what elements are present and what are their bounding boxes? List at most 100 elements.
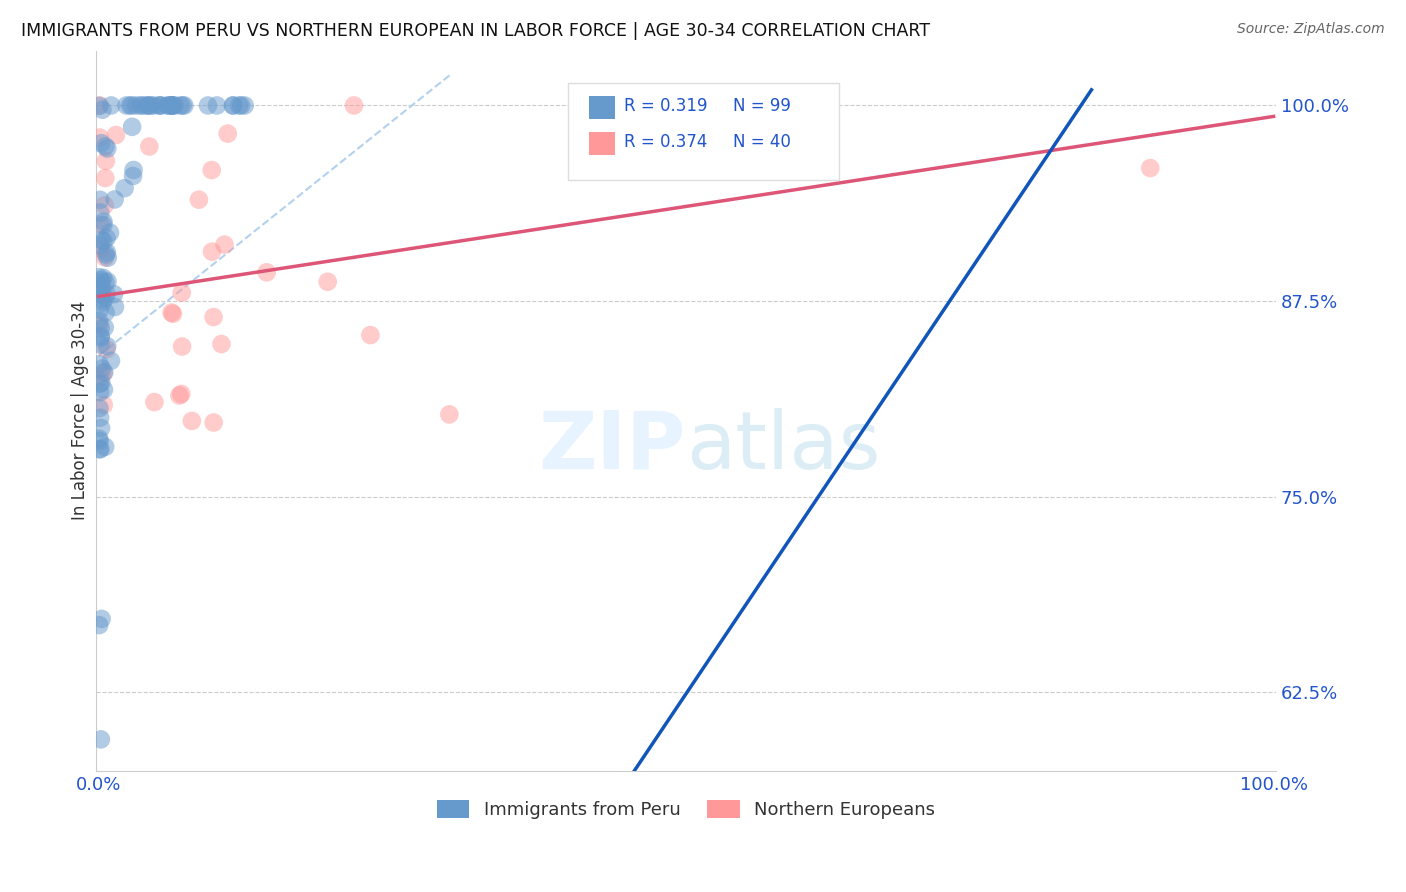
Point <box>90 612 112 626</box>
Point <box>100 98 122 112</box>
Point <box>173 98 195 112</box>
Point <box>169 98 191 112</box>
FancyBboxPatch shape <box>568 83 839 180</box>
Point <box>89 401 111 416</box>
Y-axis label: In Labor Force | Age 30-34: In Labor Force | Age 30-34 <box>72 301 89 520</box>
Point <box>94 251 117 265</box>
Text: IMMIGRANTS FROM PERU VS NORTHERN EUROPEAN IN LABOR FORCE | AGE 30-34 CORRELATION: IMMIGRANTS FROM PERU VS NORTHERN EUROPEA… <box>21 22 931 40</box>
Point <box>93 234 115 248</box>
Point <box>90 218 112 232</box>
Point <box>94 291 117 305</box>
Point <box>91 293 114 307</box>
Point <box>93 365 115 379</box>
Point <box>89 318 111 332</box>
Point <box>162 307 184 321</box>
Point <box>104 193 127 207</box>
Point <box>94 247 117 261</box>
Point <box>138 139 160 153</box>
Point <box>90 233 112 247</box>
Text: Source: ZipAtlas.com: Source: ZipAtlas.com <box>1237 22 1385 37</box>
Point <box>89 618 111 632</box>
Point <box>90 242 112 256</box>
Point <box>94 320 117 334</box>
Point <box>100 353 122 368</box>
Point <box>97 251 120 265</box>
Point <box>222 98 245 112</box>
Point <box>89 205 111 219</box>
Point <box>89 302 111 317</box>
Bar <box>589 132 616 155</box>
Point <box>148 98 170 112</box>
Legend: Immigrants from Peru, Northern Europeans: Immigrants from Peru, Northern Europeans <box>429 793 942 827</box>
Point <box>209 337 232 351</box>
Point <box>343 98 366 112</box>
Point <box>90 331 112 345</box>
Point <box>157 98 180 112</box>
Point <box>138 98 160 112</box>
Point <box>162 98 184 112</box>
Point <box>170 285 193 300</box>
Point <box>90 136 112 151</box>
Text: N = 40: N = 40 <box>734 133 792 151</box>
Point <box>125 98 148 112</box>
Point <box>91 103 114 117</box>
Point <box>180 414 202 428</box>
Point <box>94 171 117 186</box>
Point <box>90 279 112 293</box>
Point <box>91 287 114 301</box>
Point <box>96 339 118 353</box>
Point <box>93 398 115 412</box>
Point <box>96 231 118 245</box>
Point <box>217 127 239 141</box>
Point <box>93 383 115 397</box>
Point <box>89 434 111 448</box>
Point <box>93 366 115 380</box>
Point <box>89 284 111 298</box>
Point <box>93 214 115 228</box>
Point <box>162 98 184 112</box>
Point <box>201 244 224 259</box>
Point <box>169 388 191 402</box>
Point <box>129 98 152 112</box>
Point <box>114 181 136 195</box>
Point <box>89 442 111 457</box>
Point <box>87 270 110 285</box>
Point <box>87 314 110 328</box>
Point <box>115 98 138 112</box>
Point <box>228 98 250 112</box>
Point <box>202 310 225 324</box>
Point <box>103 287 125 301</box>
Point <box>90 329 112 343</box>
Point <box>90 732 112 747</box>
Point <box>94 276 117 290</box>
Point <box>1139 161 1161 175</box>
Point <box>170 339 193 353</box>
Point <box>359 328 381 343</box>
Bar <box>589 96 616 119</box>
Point <box>156 98 179 112</box>
Point <box>90 421 112 435</box>
Point <box>439 408 461 422</box>
Point <box>170 387 193 401</box>
Point <box>202 416 225 430</box>
Point <box>94 139 117 153</box>
Point <box>96 275 118 289</box>
Point <box>91 271 114 285</box>
Text: ZIP: ZIP <box>538 408 686 485</box>
Point <box>90 287 112 301</box>
Point <box>201 163 224 178</box>
Point <box>197 98 219 112</box>
Point <box>143 395 166 409</box>
Point <box>205 98 228 112</box>
Point <box>163 98 186 112</box>
Point <box>89 376 111 391</box>
Point <box>94 153 117 168</box>
Point <box>89 238 111 252</box>
Point <box>172 98 194 112</box>
Point <box>231 98 253 112</box>
Point <box>96 141 118 155</box>
Point <box>94 440 117 454</box>
Point <box>90 376 112 390</box>
Text: R = 0.374: R = 0.374 <box>623 133 707 151</box>
Point <box>149 98 172 112</box>
